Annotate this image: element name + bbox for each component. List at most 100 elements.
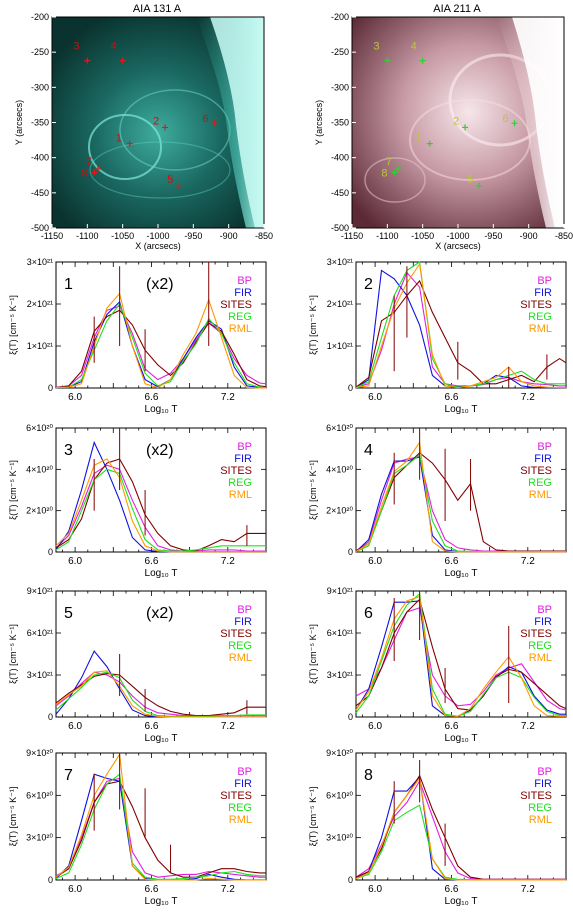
legend-entry-reg: REG xyxy=(228,477,252,489)
series-line-reg xyxy=(55,671,266,717)
y-axis-label: ξ(T) [cm⁻⁵ K⁻¹] xyxy=(308,295,318,355)
y-axis-label: ξ(T) [cm⁻⁵ K⁻¹] xyxy=(308,460,318,520)
region-marker xyxy=(394,165,401,172)
legend-entry-bp: BP xyxy=(537,275,552,287)
series-line-rml xyxy=(355,262,566,389)
y-tick-label: 1×10²¹ xyxy=(27,341,53,351)
legend-entry-sites: SITES xyxy=(520,790,552,802)
y-tick-label: -250 xyxy=(31,47,49,57)
solar-image xyxy=(352,17,564,228)
panel-number: 2 xyxy=(364,276,373,293)
dem-panel-7: 6.0 6.6 7.2 Log₁₀ T 0 3×10²⁰ 6×10²⁰ 9×10²⁰ ξ(T) … xyxy=(8,748,267,907)
x-tick-label: 6.0 xyxy=(68,392,82,403)
panel-note: (x2) xyxy=(146,276,174,293)
region-label: 5 xyxy=(467,174,473,186)
plot-frame xyxy=(55,590,267,718)
dem-panel-2: 6.0 6.6 7.2 Log₁₀ T 0 1×10²¹ 2×10²¹ 3×10²¹ ξ(T) … xyxy=(308,257,567,415)
x-tick-label: -1050 xyxy=(111,231,134,241)
legend-entry-bp: BP xyxy=(237,604,252,616)
y-axis-label: ξ(T) [cm⁻⁵ K⁻¹] xyxy=(8,787,18,847)
y-tick-label: 0 xyxy=(48,383,53,393)
x-tick-label: 6.6 xyxy=(445,556,459,567)
x-tick-label: 6.0 xyxy=(68,721,82,732)
dem-panels: 6.0 6.6 7.2 Log₁₀ T 0 1×10²¹ 2×10²¹ 3×10²¹ ξ(T) … xyxy=(8,257,567,907)
x-tick-label: -850 xyxy=(255,231,273,241)
legend-entry-bp: BP xyxy=(237,275,252,287)
x-tick-label: -1150 xyxy=(341,231,363,241)
legend-entry-rml: RML xyxy=(529,814,552,826)
y-tick-label: -500 xyxy=(331,223,349,233)
series-line-bp xyxy=(55,305,267,388)
legend-entry-bp: BP xyxy=(237,766,252,778)
x-tick-label: 7.2 xyxy=(521,392,535,403)
y-tick-label: -350 xyxy=(31,118,49,128)
x-tick-label: -1000 xyxy=(146,231,169,241)
region-marker xyxy=(119,57,126,64)
legend-entry-rml: RML xyxy=(229,814,252,826)
y-tick-label: 0 xyxy=(48,547,53,557)
region-marker xyxy=(91,169,98,176)
x-tick-label: -900 xyxy=(220,231,238,241)
x-tick-label: -1100 xyxy=(376,231,398,241)
x-tick-label: -1150 xyxy=(41,231,63,241)
x-axis-label: Log₁₀ T xyxy=(445,404,478,415)
series-line-rml xyxy=(55,292,266,389)
y-tick-label: 0 xyxy=(348,547,353,557)
dem-panel-1: 6.0 6.6 7.2 Log₁₀ T 0 1×10²¹ 2×10²¹ 3×10²¹ ξ(T) … xyxy=(8,257,267,415)
y-axis-label: Y (arcsecs) xyxy=(314,100,324,145)
y-axis-label: ξ(T) [cm⁻⁵ K⁻¹] xyxy=(8,295,18,355)
legend-entry-fir: FIR xyxy=(534,616,552,628)
legend-entry-fir: FIR xyxy=(534,778,552,790)
region-marker xyxy=(476,182,483,189)
y-tick-label: 0 xyxy=(348,875,353,885)
series-line-sites xyxy=(355,598,567,711)
y-tick-label: 3×10²⁰ xyxy=(326,833,353,843)
legend-entry-rml: RML xyxy=(229,489,252,501)
x-axis-label: Log₁₀ T xyxy=(145,896,178,907)
y-tick-label: 0 xyxy=(348,383,353,393)
series-line-rml xyxy=(355,777,566,881)
panel-number: 5 xyxy=(64,605,73,622)
solar-image xyxy=(52,17,264,228)
region-marker xyxy=(426,140,433,147)
x-tick-label: 6.0 xyxy=(68,556,82,567)
x-tick-label: 7.2 xyxy=(521,721,535,732)
legend-entry-reg: REG xyxy=(228,640,252,652)
image-title: AIA 131 A xyxy=(133,3,182,15)
region-marker xyxy=(391,169,398,176)
x-tick-label: 6.0 xyxy=(368,556,382,567)
y-tick-label: 9×10²¹ xyxy=(327,586,353,596)
y-tick-label: 0 xyxy=(348,712,353,722)
legend-entry-fir: FIR xyxy=(534,453,552,465)
x-tick-label: 6.0 xyxy=(368,884,382,895)
region-label: 6 xyxy=(203,113,209,125)
y-axis-label: ξ(T) [cm⁻⁵ K⁻¹] xyxy=(8,624,18,684)
panel-number: 4 xyxy=(364,442,373,459)
y-tick-label: 6×10²⁰ xyxy=(326,790,353,800)
y-tick-label: 2×10²⁰ xyxy=(26,506,53,516)
y-tick-label: 3×10²¹ xyxy=(327,670,353,680)
x-tick-label: 7.2 xyxy=(221,884,235,895)
legend-entry-fir: FIR xyxy=(234,287,252,299)
series-line-rml xyxy=(55,458,266,553)
region-marker xyxy=(511,120,518,127)
region-label: 1 xyxy=(416,133,422,145)
legend-entry-fir: FIR xyxy=(234,616,252,628)
plot-frame xyxy=(355,261,567,389)
region-marker xyxy=(126,140,133,147)
region-label: 2 xyxy=(453,115,459,127)
y-tick-label: 6×10²⁰ xyxy=(26,790,53,800)
panel-number: 8 xyxy=(364,767,373,784)
plot-frame xyxy=(355,427,567,553)
x-tick-label: -950 xyxy=(184,231,202,241)
dem-panel-8: 6.0 6.6 7.2 Log₁₀ T 0 3×10²⁰ 6×10²⁰ 9×10²⁰ ξ(T) … xyxy=(308,748,567,907)
x-tick-label: -1100 xyxy=(76,231,98,241)
region-marker xyxy=(162,124,169,131)
x-tick-label: 7.2 xyxy=(221,392,235,403)
panel-note: (x2) xyxy=(146,442,174,459)
legend-entry-sites: SITES xyxy=(220,628,252,640)
x-axis-label: X (arcsecs) xyxy=(435,241,481,251)
y-tick-label: 3×10²¹ xyxy=(27,670,53,680)
region-marker xyxy=(94,165,101,172)
